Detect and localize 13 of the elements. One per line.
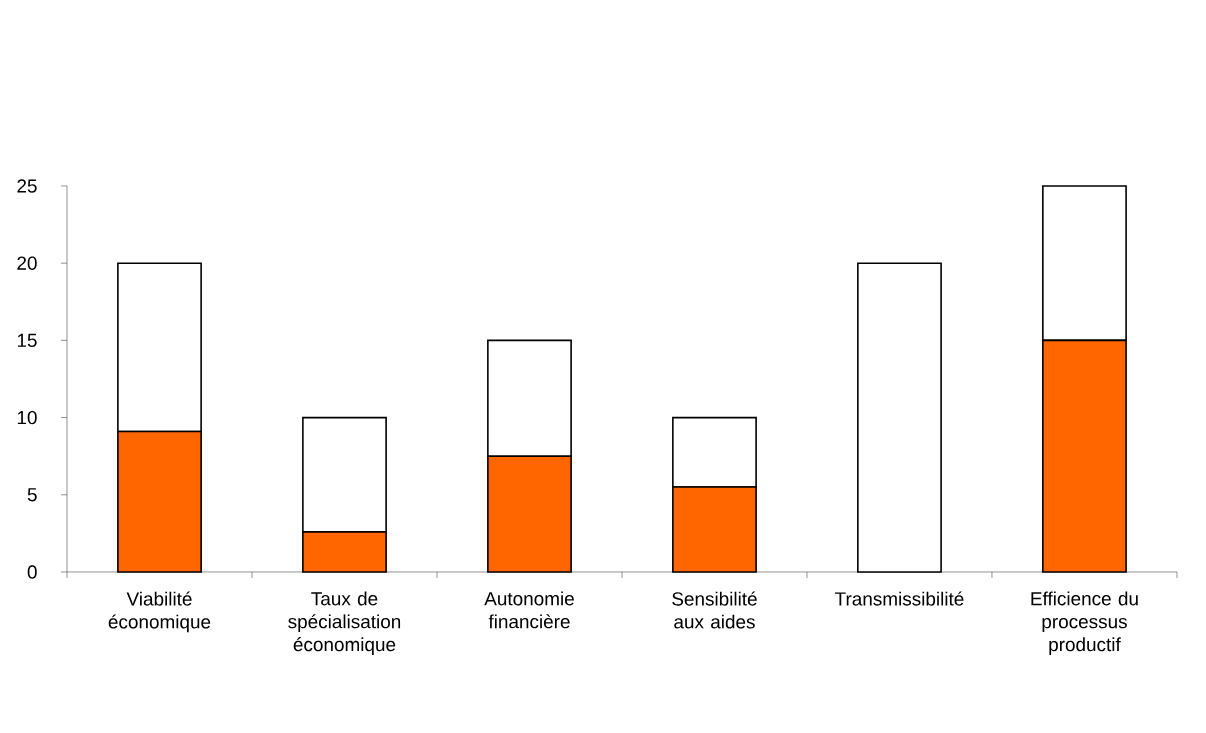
y-tick-label: 25 xyxy=(17,179,37,193)
y-tick-label: 5 xyxy=(27,488,37,502)
x-tick-label: Transmissibilité xyxy=(835,591,964,606)
y-tick-label: 20 xyxy=(17,256,37,270)
bar xyxy=(857,262,942,573)
x-tick-label: Autonomie financière xyxy=(484,591,574,629)
x-tick-label: Sensibilité aux aides xyxy=(672,591,757,629)
y-tick-label: 0 xyxy=(27,565,37,579)
x-tick-label: Viabilité économique xyxy=(108,591,211,633)
x-tick-label: Taux de spécialisation économique xyxy=(288,591,401,655)
y-tick-label: 10 xyxy=(17,410,37,425)
y-tick-label: 15 xyxy=(17,333,37,347)
x-tick-label: Efficience du processus productif xyxy=(1031,591,1138,655)
